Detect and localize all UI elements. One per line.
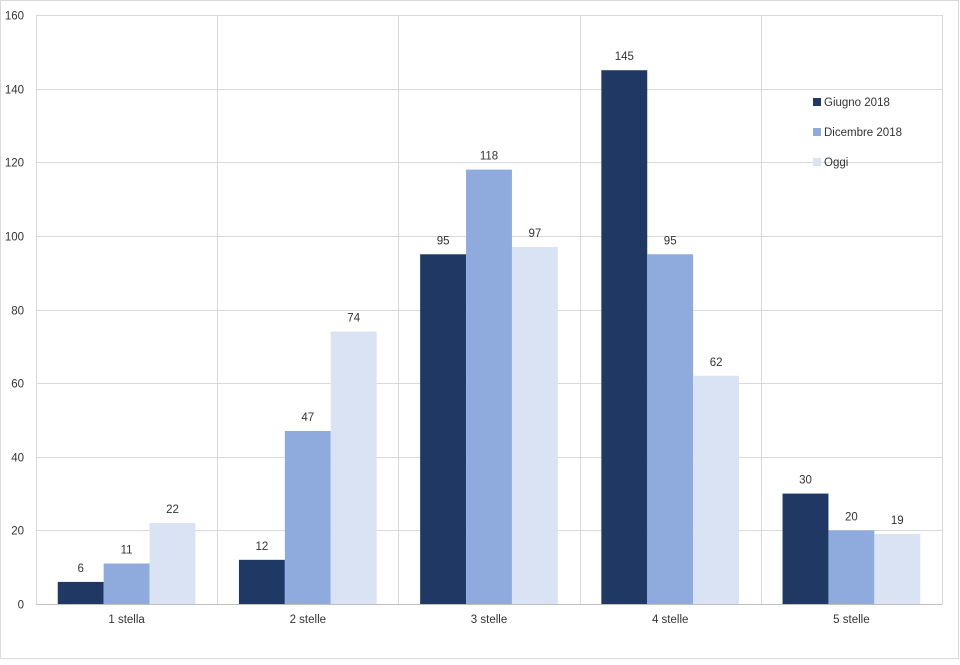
y-tick-label: 80	[11, 306, 24, 318]
data-label: 118	[480, 151, 498, 163]
bar	[693, 375, 740, 604]
data-label: 11	[121, 545, 133, 557]
legend-swatch	[813, 128, 821, 136]
bar	[103, 563, 150, 604]
data-label: 6	[77, 563, 83, 575]
bar	[330, 331, 377, 604]
bar	[782, 493, 829, 604]
bar	[828, 530, 875, 604]
x-tick-label: 1 stella	[108, 614, 145, 626]
axes: 0 20 40 60 80 100 120 140 160 1 stella 2 stelle 3 s…	[5, 11, 942, 626]
y-tick-label: 140	[5, 85, 24, 97]
data-label: 30	[799, 475, 812, 487]
data-label: 97	[529, 228, 542, 240]
data-label: 19	[891, 515, 904, 527]
legend-swatch	[813, 158, 821, 166]
y-tick-label: 40	[11, 453, 24, 465]
data-label: 145	[615, 51, 634, 63]
data-label: 22	[166, 504, 179, 516]
bar	[420, 254, 467, 604]
bar	[284, 430, 331, 604]
bar	[149, 523, 196, 604]
data-label: 74	[347, 313, 360, 325]
data-labels: 6 11 22 12 47 74 95 118 97 145 95 62 30 20 19	[77, 51, 903, 575]
bar	[466, 169, 512, 605]
bars	[57, 70, 921, 605]
data-label: 62	[710, 357, 723, 369]
data-label: 47	[301, 412, 314, 424]
data-label: 12	[255, 541, 268, 553]
legend-label: Dicembre 2018	[824, 127, 902, 139]
y-tick-label: 120	[5, 158, 24, 170]
y-tick-label: 100	[5, 232, 24, 244]
legend-label: Oggi	[824, 157, 848, 169]
bar	[601, 70, 648, 604]
data-label: 95	[437, 235, 450, 247]
y-tick-label: 60	[11, 379, 24, 391]
legend: Giugno 2018 Dicembre 2018 Oggi	[813, 97, 902, 169]
bar	[57, 581, 104, 604]
y-tick-label: 0	[18, 600, 24, 612]
bar	[238, 559, 285, 604]
x-tick-label: 3 stelle	[471, 614, 507, 626]
data-label: 20	[845, 511, 858, 523]
x-tick-label: 4 stelle	[652, 614, 688, 626]
y-tick-label: 160	[5, 11, 24, 23]
y-tick-label: 20	[11, 526, 24, 538]
bar	[511, 246, 558, 604]
legend-swatch	[813, 98, 821, 106]
bar	[874, 534, 921, 604]
bar	[647, 254, 694, 604]
x-tick-label: 5 stelle	[833, 614, 869, 626]
x-tick-label: 2 stelle	[290, 614, 326, 626]
legend-label: Giugno 2018	[824, 97, 890, 109]
data-label: 95	[664, 235, 677, 247]
